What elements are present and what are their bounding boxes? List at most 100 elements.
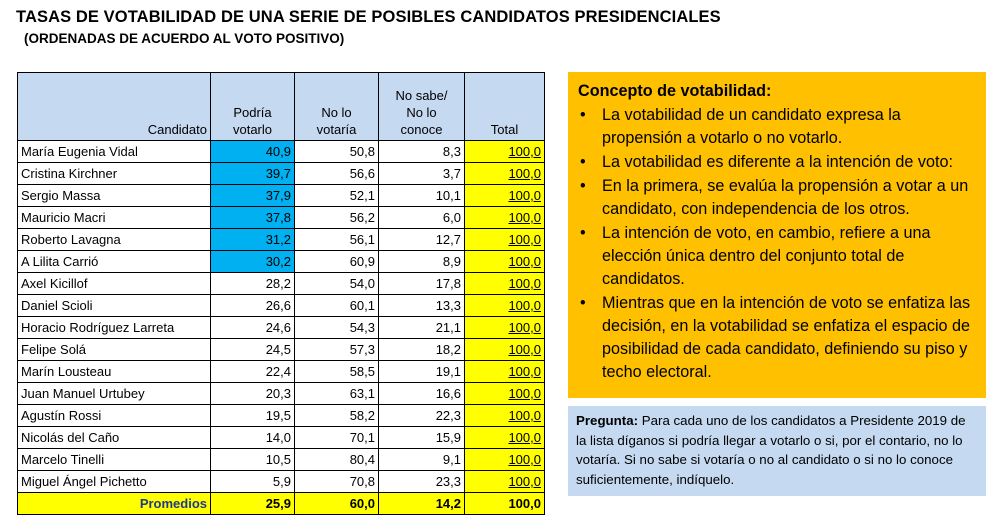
no-sabe-value: 6,0	[378, 206, 465, 229]
table-row: María Eugenia Vidal 40,9 50,8 8,3 100,0	[17, 140, 545, 163]
avg-no-votaria: 60,0	[294, 492, 379, 515]
page-subtitle: (ORDENADAS DE ACUERDO AL VOTO POSITIVO)	[24, 31, 345, 46]
table-row: Cristina Kirchner 39,7 56,6 3,7 100,0	[17, 162, 545, 185]
concept-bullet: • Mientras que en la intención de voto se…	[578, 292, 976, 384]
concept-bullet-text: La votabilidad de un candidato expresa l…	[602, 106, 901, 147]
candidate-name: Daniel Scioli	[17, 294, 211, 317]
no-votaria-value: 60,1	[294, 294, 379, 317]
podria-value: 14,0	[210, 426, 295, 449]
no-votaria-value: 58,5	[294, 360, 379, 383]
no-votaria-value: 50,8	[294, 140, 379, 163]
candidate-name: Roberto Lavagna	[17, 228, 211, 251]
no-sabe-value: 10,1	[378, 184, 465, 207]
concept-heading: Concepto de votabilidad:	[578, 82, 772, 100]
podria-value: 37,8	[210, 206, 295, 229]
candidate-name: Juan Manuel Urtubey	[17, 382, 211, 405]
podria-value: 26,6	[210, 294, 295, 317]
no-sabe-value: 12,7	[378, 228, 465, 251]
total-value: 100,0	[464, 250, 545, 273]
no-sabe-value: 8,9	[378, 250, 465, 273]
podria-value: 28,2	[210, 272, 295, 295]
table-row: Sergio Massa 37,9 52,1 10,1 100,0	[17, 184, 545, 207]
header-no-sabe: No sabe/No lo conoce	[378, 72, 465, 141]
podria-value: 40,9	[210, 140, 295, 163]
candidate-name: Mauricio Macri	[17, 206, 211, 229]
total-value: 100,0	[464, 448, 545, 471]
total-value: 100,0	[464, 184, 545, 207]
no-sabe-value: 21,1	[378, 316, 465, 339]
podria-value: 30,2	[210, 250, 295, 273]
bullet-icon: •	[580, 153, 586, 171]
concept-bullet-text: Mientras que en la intención de voto se …	[602, 294, 971, 381]
table-row: Marcelo Tinelli 10,5 80,4 9,1 100,0	[17, 448, 545, 471]
total-value: 100,0	[464, 228, 545, 251]
header-total: Total	[464, 72, 545, 141]
header-no-lo-votaria: No lo votaría	[294, 72, 379, 141]
question-label: Pregunta:	[576, 413, 639, 428]
avg-total: 100,0	[464, 492, 545, 515]
total-value: 100,0	[464, 316, 545, 339]
no-votaria-value: 56,6	[294, 162, 379, 185]
candidate-name: Sergio Massa	[17, 184, 211, 207]
no-sabe-value: 18,2	[378, 338, 465, 361]
avg-podria: 25,9	[210, 492, 295, 515]
no-votaria-value: 80,4	[294, 448, 379, 471]
podria-value: 24,5	[210, 338, 295, 361]
table-row: Nicolás del Caño 14,0 70,1 15,9 100,0	[17, 426, 545, 449]
podria-value: 31,2	[210, 228, 295, 251]
no-votaria-value: 52,1	[294, 184, 379, 207]
header-podria-votarlo: Podría votarlo	[210, 72, 295, 141]
candidate-name: Felipe Solá	[17, 338, 211, 361]
table-row: Daniel Scioli 26,6 60,1 13,3 100,0	[17, 294, 545, 317]
table-row: Mauricio Macri 37,8 56,2 6,0 100,0	[17, 206, 545, 229]
podria-value: 22,4	[210, 360, 295, 383]
candidate-name: Agustín Rossi	[17, 404, 211, 427]
concept-bullet-text: En la primera, se evalúa la propensión a…	[602, 177, 969, 218]
table-row: Axel Kicillof 28,2 54,0 17,8 100,0	[17, 272, 545, 295]
table-header-row: Candidato Podría votarlo No lo votaría No …	[17, 72, 545, 141]
bullet-icon: •	[580, 106, 586, 124]
concept-bullet-text: La votabilidad es diferente a la intenci…	[602, 153, 953, 171]
total-value: 100,0	[464, 338, 545, 361]
no-sabe-value: 13,3	[378, 294, 465, 317]
podria-value: 20,3	[210, 382, 295, 405]
candidate-name: Axel Kicillof	[17, 272, 211, 295]
concept-bullet-text: La intención de voto, en cambio, refiere…	[602, 224, 931, 288]
table-row: Miguel Ángel Pichetto 5,9 70,8 23,3 100,0	[17, 470, 545, 493]
total-value: 100,0	[464, 206, 545, 229]
candidate-name: María Eugenia Vidal	[17, 140, 211, 163]
candidate-name: Marcelo Tinelli	[17, 448, 211, 471]
table-row: Agustín Rossi 19,5 58,2 22,3 100,0	[17, 404, 545, 427]
candidate-name: Nicolás del Caño	[17, 426, 211, 449]
podria-value: 39,7	[210, 162, 295, 185]
candidate-name: A Lilita Carrió	[17, 250, 211, 273]
no-sabe-value: 19,1	[378, 360, 465, 383]
concept-bullet: • La intención de voto, en cambio, refier…	[578, 222, 976, 291]
podria-value: 10,5	[210, 448, 295, 471]
no-votaria-value: 60,9	[294, 250, 379, 273]
podria-value: 24,6	[210, 316, 295, 339]
no-votaria-value: 54,0	[294, 272, 379, 295]
total-value: 100,0	[464, 382, 545, 405]
concept-box: Concepto de votabilidad: • La votabilidad…	[568, 72, 986, 398]
concept-list: • La votabilidad de un candidato expresa …	[578, 104, 976, 384]
no-sabe-value: 15,9	[378, 426, 465, 449]
no-votaria-value: 57,3	[294, 338, 379, 361]
bullet-icon: •	[580, 177, 586, 195]
table-row: Juan Manuel Urtubey 20,3 63,1 16,6 100,0	[17, 382, 545, 405]
question-text: Para cada uno de los candidatos a Presid…	[576, 413, 966, 487]
total-value: 100,0	[464, 294, 545, 317]
question-box: Pregunta: Para cada uno de los candidato…	[568, 406, 986, 496]
votability-table: Candidato Podría votarlo No lo votaría No …	[17, 72, 545, 515]
candidate-name: Horacio Rodríguez Larreta	[17, 316, 211, 339]
averages-row: Promedios 25,9 60,0 14,2 100,0	[17, 492, 545, 515]
podria-value: 5,9	[210, 470, 295, 493]
page-title: TASAS DE VOTABILIDAD DE UNA SERIE DE POS…	[16, 8, 721, 26]
candidate-name: Cristina Kirchner	[17, 162, 211, 185]
bullet-icon: •	[580, 294, 586, 312]
header-candidato: Candidato	[17, 72, 211, 141]
candidate-name: Marín Lousteau	[17, 360, 211, 383]
bullet-icon: •	[580, 224, 586, 242]
candidate-name: Miguel Ángel Pichetto	[17, 470, 211, 493]
podria-value: 19,5	[210, 404, 295, 427]
